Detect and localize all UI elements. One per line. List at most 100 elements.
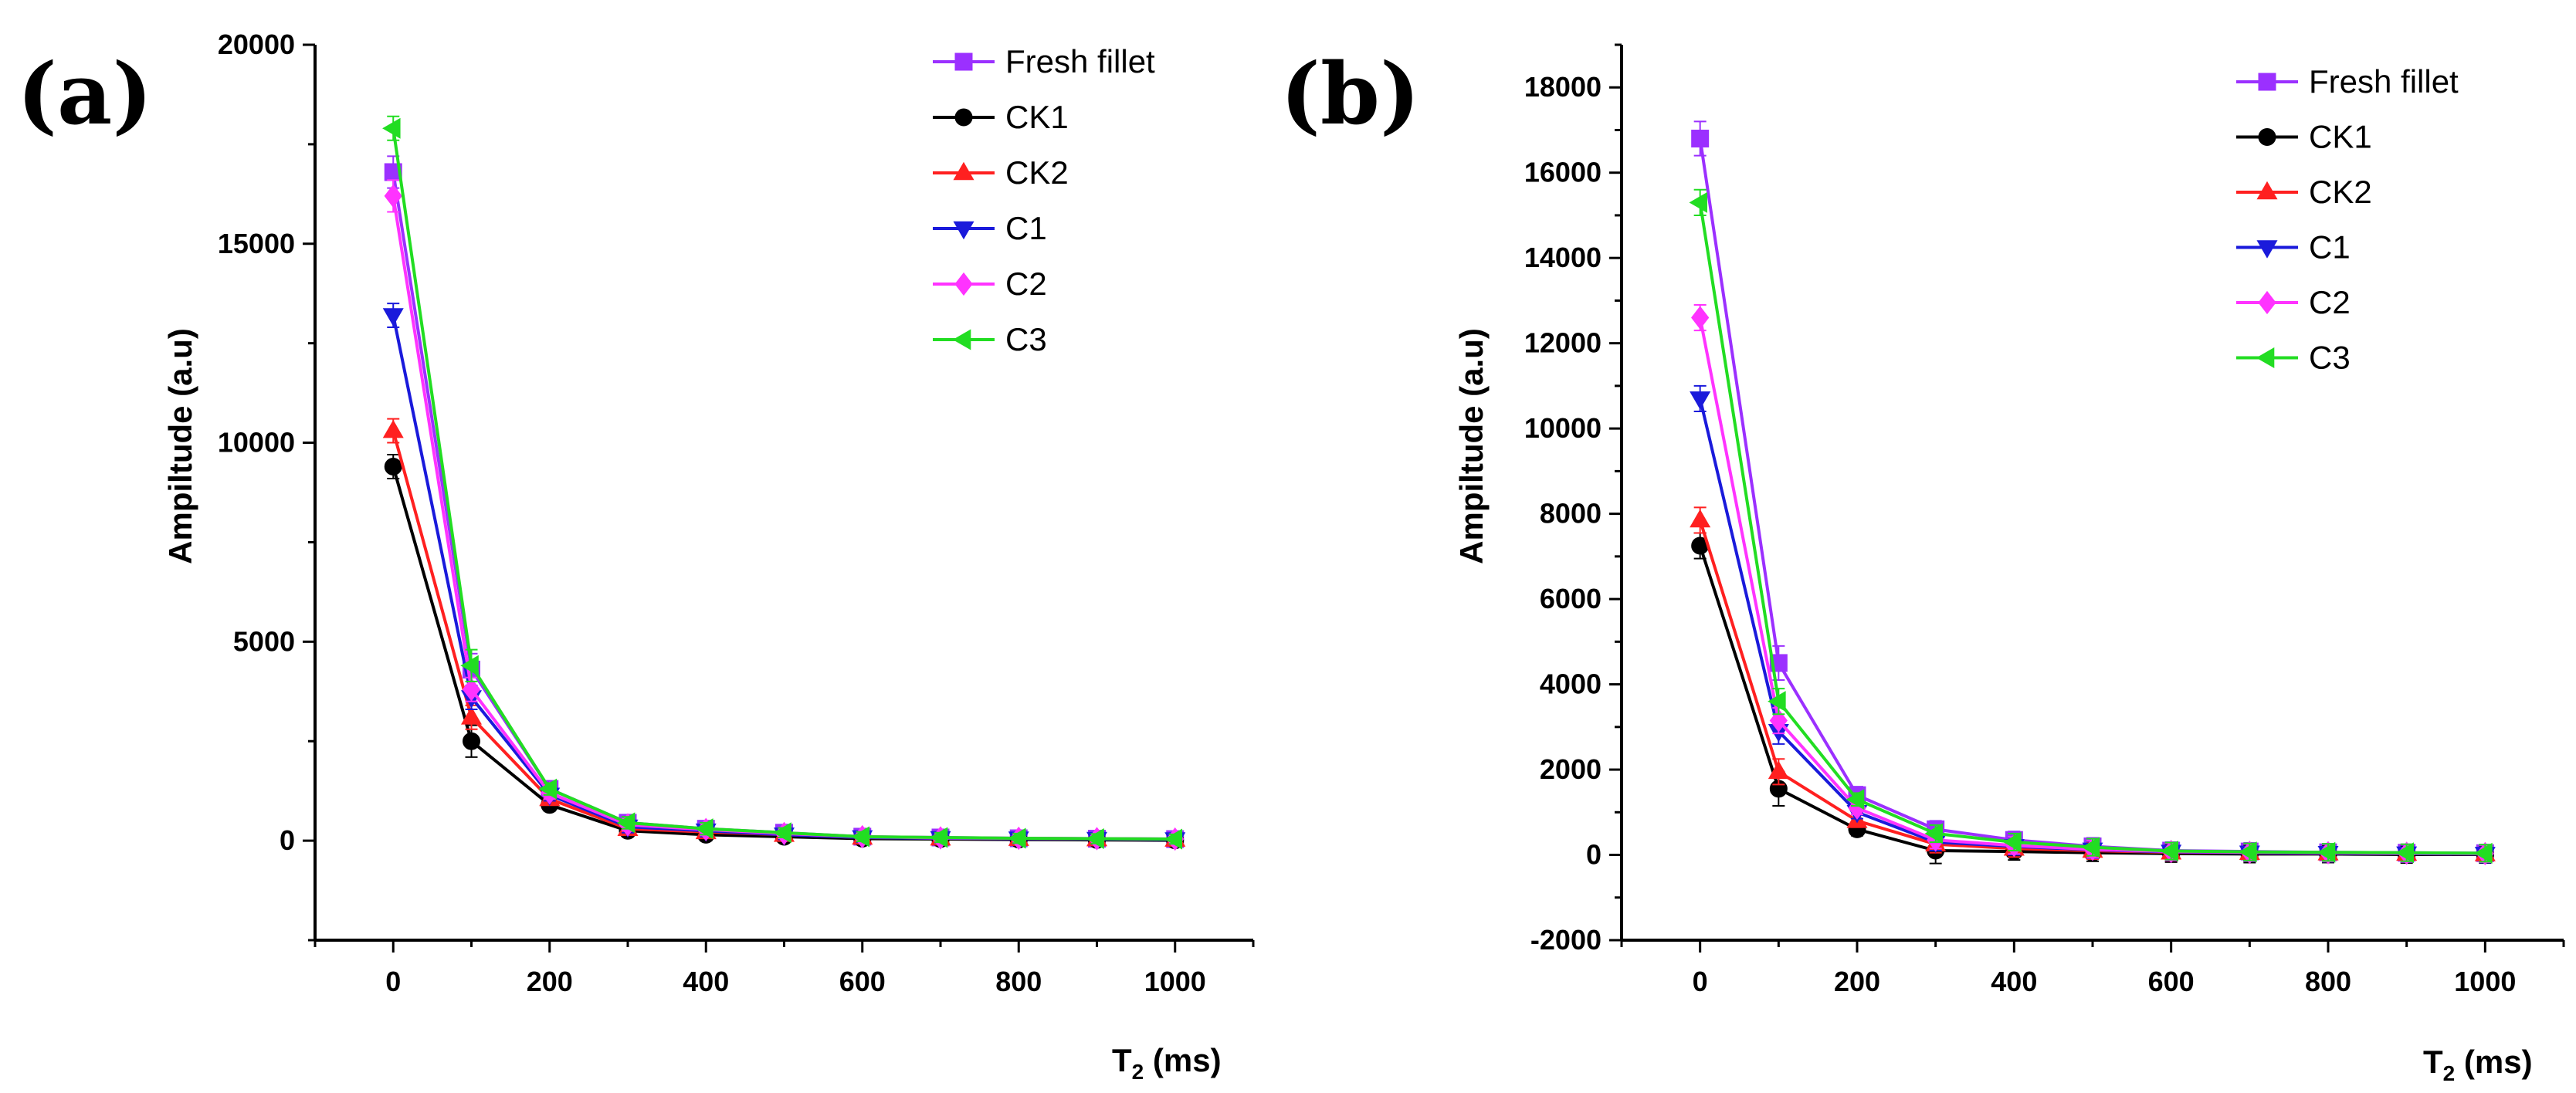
y-tick-label: 10000 bbox=[218, 427, 295, 459]
x-tick-label: 400 bbox=[683, 966, 729, 997]
data-point bbox=[1846, 789, 1865, 810]
legend-marker bbox=[2258, 290, 2276, 315]
series-fresh-fillet bbox=[1691, 120, 2494, 863]
legend-marker bbox=[2256, 181, 2278, 200]
legend-marker bbox=[954, 52, 973, 71]
y-axis-title: Ampiltude (a.u) bbox=[162, 328, 198, 564]
y-tick-label: 20000 bbox=[218, 29, 295, 60]
series-c3 bbox=[382, 115, 1183, 850]
panel-b: (b)-200002000400060008000100001200014000… bbox=[1280, 43, 2565, 1085]
legend-label: C2 bbox=[1005, 266, 1047, 302]
x-axis-title: T2 (ms) bbox=[1112, 1042, 1222, 1084]
x-tick-label: 0 bbox=[385, 966, 401, 997]
legend-label: Fresh fillet bbox=[2309, 63, 2459, 100]
data-point bbox=[616, 812, 636, 834]
data-point bbox=[384, 457, 402, 475]
legend-marker bbox=[2256, 240, 2278, 259]
data-point bbox=[1008, 827, 1026, 849]
legend-label: C1 bbox=[2309, 229, 2351, 266]
panel-label: (b) bbox=[1280, 44, 1420, 144]
x-axis-title: T2 (ms) bbox=[2423, 1044, 2533, 1085]
data-point bbox=[460, 706, 483, 725]
x-axis-title-sub: 2 bbox=[2443, 1061, 2456, 1085]
legend-label: CK1 bbox=[1005, 99, 1069, 135]
data-point bbox=[851, 826, 870, 848]
series-c3 bbox=[1689, 188, 2493, 864]
series-c2 bbox=[1691, 303, 2494, 865]
data-point bbox=[2239, 841, 2257, 863]
data-point bbox=[1768, 760, 1789, 780]
series-ck2 bbox=[1690, 506, 2496, 864]
data-point bbox=[1769, 709, 1788, 733]
series-line bbox=[391, 465, 1175, 842]
legend-label: CK2 bbox=[1005, 154, 1069, 191]
legend-marker bbox=[952, 329, 971, 350]
legend-marker bbox=[953, 161, 974, 181]
data-point bbox=[695, 818, 713, 840]
x-tick-label: 800 bbox=[2305, 966, 2351, 997]
legend-label: C3 bbox=[1005, 321, 1047, 357]
data-point bbox=[463, 732, 480, 750]
series-line bbox=[1698, 519, 2486, 856]
data-point bbox=[1691, 306, 1710, 330]
data-point bbox=[1086, 828, 1104, 850]
y-tick-label: 0 bbox=[280, 824, 295, 856]
series-line bbox=[391, 315, 1175, 841]
y-tick-label: 14000 bbox=[1524, 242, 1602, 273]
data-point bbox=[1924, 823, 1943, 844]
x-tick-label: 600 bbox=[839, 966, 886, 997]
x-tick-label: 1000 bbox=[2454, 966, 2516, 997]
data-point bbox=[2395, 842, 2414, 864]
panel-a: (a) 0 5000 10000 15000 20000 0 200 400 600 800 1000… bbox=[17, 29, 1255, 1084]
x-axis-title-unit: (ms) bbox=[2455, 1044, 2532, 1080]
series-c2 bbox=[384, 179, 1185, 851]
legend-label: C1 bbox=[1005, 210, 1047, 246]
y-tick-label: 8000 bbox=[1540, 498, 1602, 530]
data-point bbox=[773, 822, 791, 844]
legend: Fresh fillet CK1 CK2 C1 C2 C3 bbox=[933, 43, 1155, 357]
series-line bbox=[391, 195, 1175, 841]
series-line bbox=[1698, 202, 2486, 855]
x-axis-title-sub: 2 bbox=[1132, 1060, 1144, 1084]
x-axis-title-main: T bbox=[2423, 1044, 2443, 1080]
data-point bbox=[382, 117, 401, 139]
y-tick-label: 15000 bbox=[218, 228, 295, 259]
data-point bbox=[384, 184, 402, 208]
legend-marker bbox=[954, 272, 973, 296]
legend-marker bbox=[954, 108, 973, 127]
x-tick-label: 1000 bbox=[1144, 966, 1206, 997]
legend-label: C3 bbox=[2309, 340, 2351, 376]
data-point bbox=[382, 419, 404, 438]
y-tick-label: 5000 bbox=[233, 625, 295, 657]
x-tick-label: 800 bbox=[995, 966, 1042, 997]
x-axis-title-main: T bbox=[1112, 1042, 1132, 1078]
data-point bbox=[2317, 841, 2336, 863]
y-tick-label: 0 bbox=[1586, 839, 1602, 871]
data-point bbox=[2474, 842, 2493, 864]
data-point bbox=[1690, 509, 1711, 528]
y-tick-label: 2000 bbox=[1540, 753, 1602, 785]
series-line bbox=[391, 430, 1175, 841]
legend-label: CK2 bbox=[2309, 174, 2372, 210]
data-point bbox=[460, 655, 479, 676]
legend-label: CK1 bbox=[2309, 119, 2372, 155]
legend-marker bbox=[2256, 347, 2275, 369]
series-ck1 bbox=[1691, 532, 2494, 865]
legend-marker bbox=[2258, 73, 2276, 91]
x-tick-label: 0 bbox=[1693, 966, 1708, 997]
data-point bbox=[929, 827, 948, 848]
legend-marker bbox=[2258, 128, 2276, 146]
data-point bbox=[2160, 841, 2178, 862]
series-line bbox=[391, 127, 1175, 841]
data-point bbox=[2003, 831, 2022, 853]
legend-marker bbox=[953, 221, 974, 240]
legend: Fresh fillet CK1 CK2 C1 C2 C3 bbox=[2236, 63, 2459, 376]
data-point bbox=[1164, 828, 1183, 850]
series-line bbox=[1698, 138, 2486, 855]
series-ck2 bbox=[382, 418, 1186, 847]
y-tick-label: 16000 bbox=[1524, 157, 1602, 188]
data-point bbox=[1768, 691, 1786, 712]
legend-label: Fresh fillet bbox=[1005, 43, 1155, 80]
y-tick-label: -2000 bbox=[1530, 924, 1602, 956]
